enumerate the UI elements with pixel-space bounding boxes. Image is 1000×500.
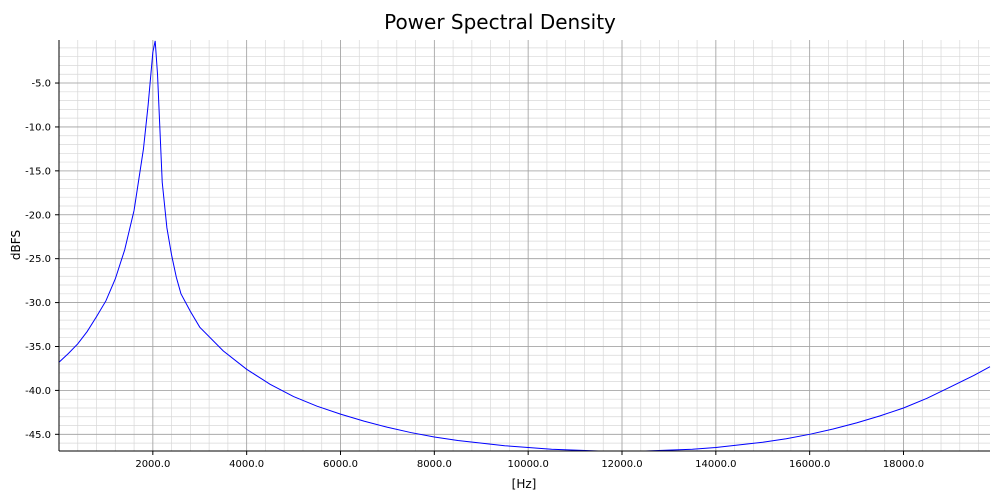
x-tick-label: 8000.0 — [417, 459, 452, 470]
chart-title: Power Spectral Density — [384, 10, 616, 34]
y-tick-label: -40.0 — [25, 386, 51, 397]
grid — [58, 40, 990, 451]
y-tick-label: -10.0 — [25, 122, 51, 133]
y-tick-label: -30.0 — [25, 298, 51, 309]
y-tick-label: -25.0 — [25, 254, 51, 265]
y-tick-label: -45.0 — [25, 430, 51, 441]
x-tick-label: 12000.0 — [601, 459, 642, 470]
y-tick-label: -35.0 — [25, 342, 51, 353]
y-tick-label: -15.0 — [25, 166, 51, 177]
series-layer — [58, 40, 991, 452]
axes — [58, 40, 990, 452]
x-axis-label: [Hz] — [512, 477, 537, 491]
x-tick-label: 4000.0 — [229, 459, 264, 470]
x-tick-label: 16000.0 — [789, 459, 830, 470]
y-tick-label: -5.0 — [31, 79, 51, 90]
y-axis-label: dBFS — [9, 230, 23, 260]
ticks: 2000.0 4000.0 6000.0 8000.0 10000.0 12000.0 14… — [25, 79, 924, 470]
y-tick-label: -20.0 — [25, 210, 51, 221]
x-tick-label: 10000.0 — [507, 459, 548, 470]
x-tick-label: 6000.0 — [323, 459, 358, 470]
psd-series-line — [58, 40, 991, 452]
x-tick-label: 18000.0 — [883, 459, 924, 470]
x-tick-label: 2000.0 — [135, 459, 170, 470]
x-tick-label: 14000.0 — [695, 459, 736, 470]
